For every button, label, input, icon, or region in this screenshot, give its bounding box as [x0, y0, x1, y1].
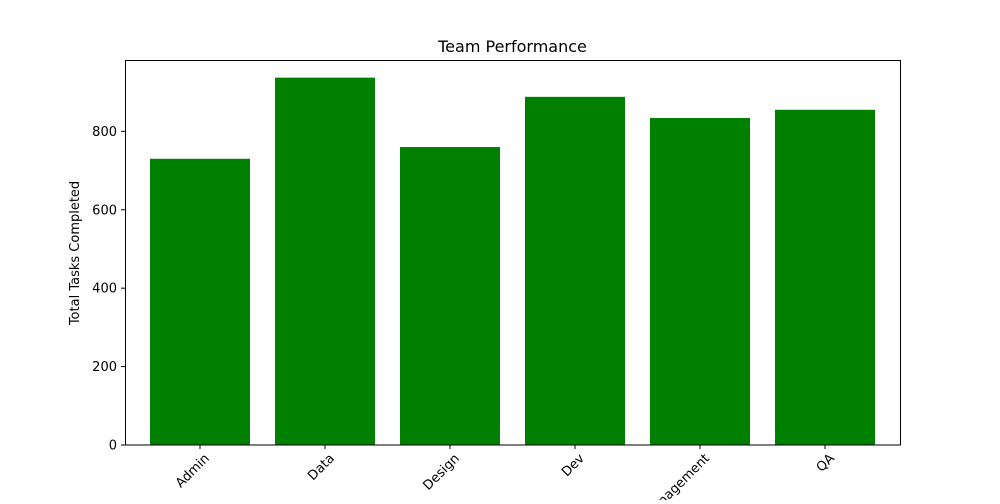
y-tick-label-200: 200: [92, 360, 117, 375]
y-axis-title: Total Tasks Completed: [68, 181, 83, 326]
y-tick-label-0: 0: [109, 439, 117, 454]
bar-qa: [775, 109, 875, 445]
bar-management: [650, 118, 750, 446]
x-tick-label-data: Data: [305, 451, 338, 484]
x-tick-label-admin: Admin: [173, 451, 213, 491]
y-tick-label-400: 400: [92, 282, 117, 297]
x-axis-ticks: Admin Data Design Dev Management QA: [173, 445, 838, 500]
chart-title: Team Performance: [437, 37, 587, 56]
x-tick-label-management: Management: [642, 451, 713, 500]
bar-admin: [150, 158, 250, 446]
y-tick-label-800: 800: [92, 125, 117, 140]
x-tick-label-design: Design: [420, 451, 462, 493]
plot-frame: [125, 60, 901, 446]
bar-data: [275, 77, 375, 445]
x-tick-label-dev: Dev: [559, 451, 588, 480]
bars-layer: [150, 77, 875, 446]
x-tick-label-qa: QA: [814, 451, 838, 475]
y-axis-ticks: 0 200 400 600 800: [92, 125, 125, 454]
bar-dev: [525, 96, 625, 445]
bar-design: [400, 147, 500, 446]
y-tick-label-600: 600: [92, 203, 117, 218]
